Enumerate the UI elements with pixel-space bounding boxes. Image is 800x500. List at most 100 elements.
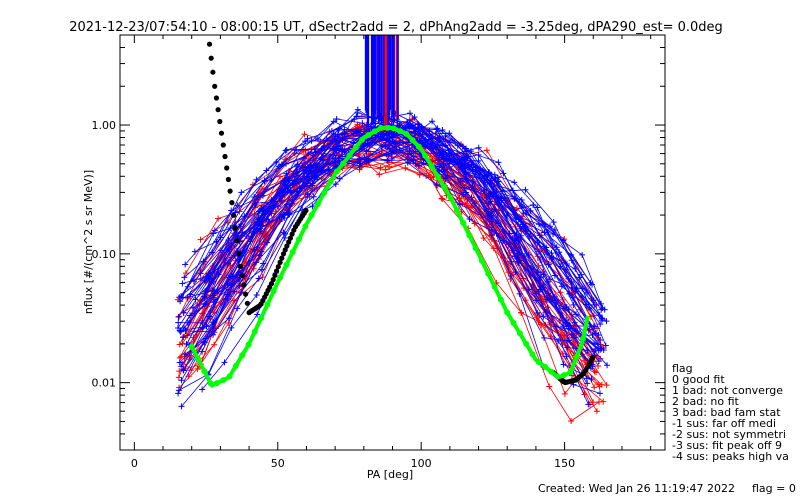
green-fit-point [441,183,448,190]
measured-curve [204,115,595,345]
data-point [468,194,475,201]
data-point [548,321,555,328]
green-fit-point [434,173,441,180]
data-point [597,337,604,344]
data-point [591,340,598,347]
data-point [211,227,218,234]
data-point [302,138,309,145]
data-point [600,398,607,405]
fit-point [222,153,228,160]
data-point [603,318,610,325]
fit-point [279,255,285,261]
green-fit-point [321,189,328,196]
data-point [182,261,189,268]
data-point [359,120,366,127]
data-point [334,131,341,138]
green-fit-point [580,335,586,342]
data-point [175,387,182,394]
data-point [351,116,358,123]
green-fit-point [523,340,530,347]
data-point [515,258,522,265]
fit-point [224,165,230,171]
fit-point [274,268,280,274]
x-tick-label: 0 [131,457,138,470]
data-point [525,286,532,293]
legend-item-0: 0 good fit [672,373,725,386]
green-fit-point [283,261,290,268]
data-point [585,401,592,408]
data-point [333,116,340,123]
green-fit-point [447,194,454,201]
green-fit-point [491,283,498,290]
data-point [435,156,442,163]
data-point [536,232,543,239]
data-point [305,176,312,183]
data-point [598,306,605,313]
data-point [415,162,422,169]
data-point [433,126,440,133]
series-green-fit [188,124,590,388]
data-point [540,313,547,320]
green-fit-point [327,178,334,185]
data-point [546,383,553,390]
fit-point [234,238,240,244]
x-tick-label: 100 [411,457,432,470]
data-point [335,126,342,133]
data-point [522,186,529,193]
data-point [189,304,196,311]
data-point [354,128,361,135]
data-point [600,347,607,354]
data-point [558,283,565,290]
data-point [512,268,519,275]
data-point [361,156,368,163]
fit-point [243,291,249,297]
data-point [273,159,280,166]
data-point [336,142,343,149]
green-fit-point [371,128,378,135]
data-point [576,274,583,281]
fit-point [220,142,226,148]
data-point [311,146,318,153]
data-point [461,184,468,191]
data-point [475,144,482,151]
fit-point [215,107,221,113]
data-point [176,368,183,375]
data-point [221,359,228,366]
data-point [571,319,578,326]
data-point [586,305,593,312]
fit-point [241,282,247,288]
data-point [511,240,518,247]
green-fit-point [188,343,195,350]
data-point [504,212,511,219]
data-point [199,319,206,326]
data-point [199,386,206,393]
data-point [566,337,573,344]
data-point [357,160,364,167]
data-point [206,313,213,320]
green-fit-point [415,143,422,150]
data-point [309,187,316,194]
green-fit-point [561,372,567,379]
data-point [570,301,577,308]
data-point [179,294,186,301]
data-point [378,144,385,151]
green-fit-point [308,212,315,219]
data-point [201,294,208,301]
green-fit-point [510,320,517,326]
data-point [588,376,595,383]
fit-point [237,263,244,269]
data-point [485,200,492,207]
data-point [595,332,602,339]
data-point [231,288,238,295]
data-point [564,344,571,351]
fit-point [232,225,238,231]
green-fit-point [516,330,523,337]
data-point [495,159,502,166]
data-point [561,390,568,397]
x-axis-label: PA [deg] [367,468,413,481]
data-point [294,161,301,168]
measured-curve [180,146,593,367]
fit-point [212,83,218,89]
data-point [406,110,413,117]
